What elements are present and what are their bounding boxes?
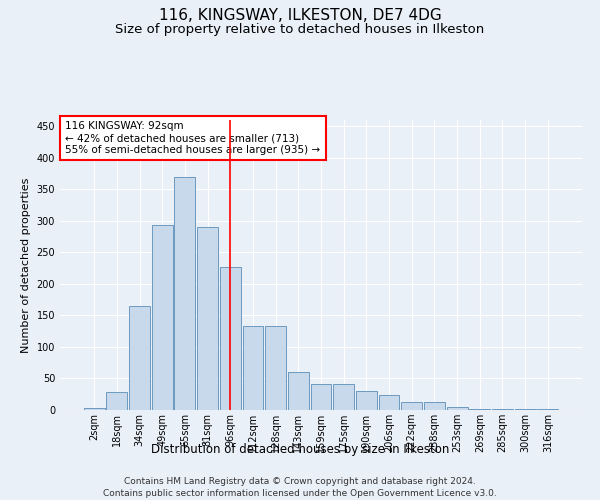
Bar bbox=[469, 408, 490, 410]
Bar bbox=[356, 391, 377, 410]
Bar bbox=[220, 267, 241, 410]
Bar bbox=[175, 176, 196, 410]
Bar bbox=[333, 384, 354, 410]
Bar bbox=[379, 395, 400, 410]
Text: 116 KINGSWAY: 92sqm
← 42% of detached houses are smaller (713)
55% of semi-detac: 116 KINGSWAY: 92sqm ← 42% of detached ho… bbox=[65, 122, 320, 154]
Text: 116, KINGSWAY, ILKESTON, DE7 4DG: 116, KINGSWAY, ILKESTON, DE7 4DG bbox=[158, 8, 442, 22]
Bar bbox=[311, 384, 331, 410]
Text: Distribution of detached houses by size in Ilkeston: Distribution of detached houses by size … bbox=[151, 442, 449, 456]
Bar bbox=[197, 227, 218, 410]
Bar bbox=[424, 402, 445, 410]
Bar bbox=[446, 407, 467, 410]
Bar bbox=[129, 306, 150, 410]
Bar bbox=[401, 402, 422, 410]
Text: Contains public sector information licensed under the Open Government Licence v3: Contains public sector information licen… bbox=[103, 489, 497, 498]
Text: Size of property relative to detached houses in Ilkeston: Size of property relative to detached ho… bbox=[115, 22, 485, 36]
Bar bbox=[265, 326, 286, 410]
Bar bbox=[288, 372, 309, 410]
Text: Contains HM Land Registry data © Crown copyright and database right 2024.: Contains HM Land Registry data © Crown c… bbox=[124, 478, 476, 486]
Bar bbox=[84, 408, 104, 410]
Y-axis label: Number of detached properties: Number of detached properties bbox=[21, 178, 31, 352]
Bar bbox=[242, 326, 263, 410]
Bar bbox=[152, 226, 173, 410]
Bar bbox=[106, 392, 127, 410]
